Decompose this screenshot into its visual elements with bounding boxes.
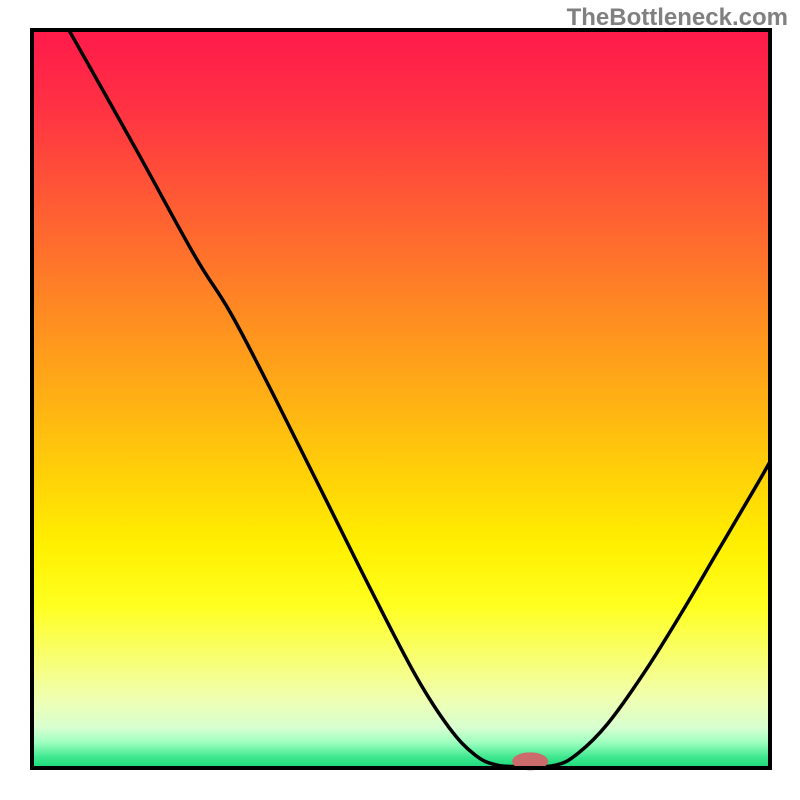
gradient-background bbox=[32, 30, 770, 768]
watermark-text: TheBottleneck.com bbox=[567, 4, 788, 32]
bottleneck-chart bbox=[0, 0, 800, 800]
